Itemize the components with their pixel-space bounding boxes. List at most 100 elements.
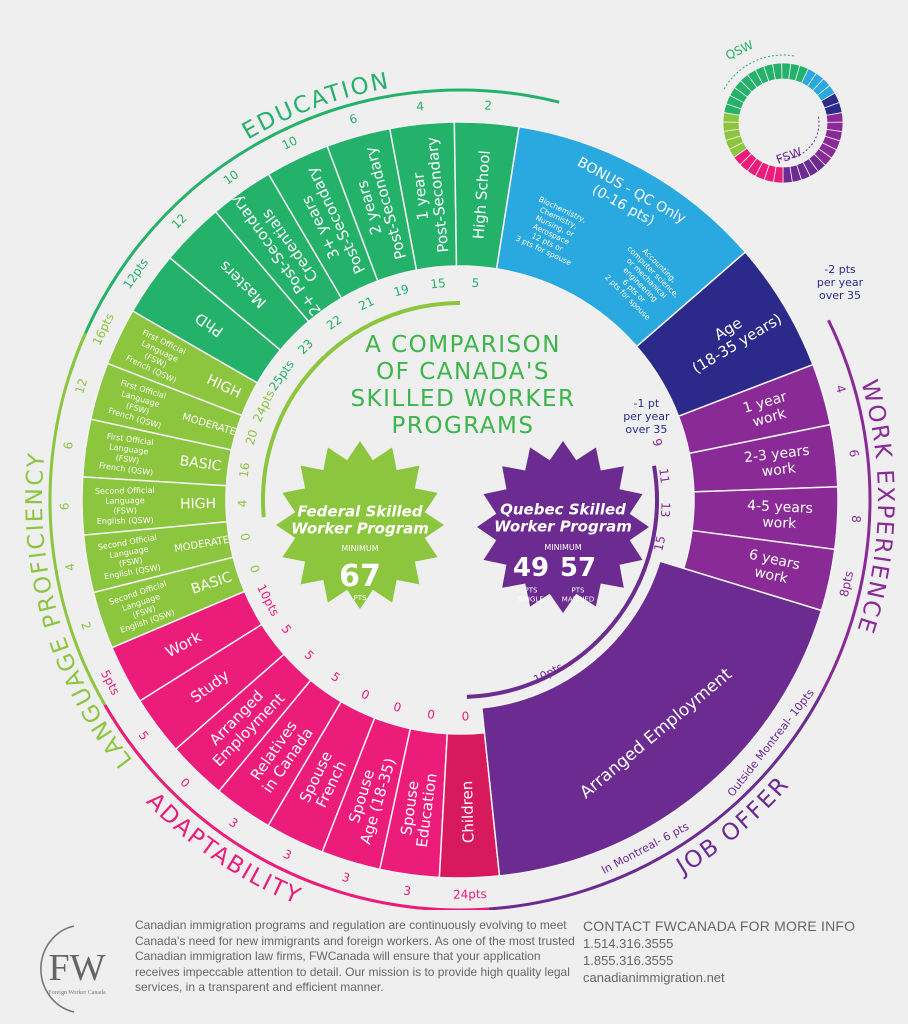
page-title-line: OF CANADA'S [376,359,550,385]
qsw-married-points-line: 57 [560,553,596,583]
mini-qsw-label: QSW [723,38,755,63]
work-label-line: work [762,515,797,533]
education-outer-points: 12pts [120,256,151,292]
phone-2[interactable]: 1.855.316.3555 [583,953,674,968]
language-description: Second OfficialLanguage(FSW)English (QSW… [95,485,155,525]
adaptability-inner-points: 10pts [254,582,282,618]
age-outer-note-line: per year [817,276,864,289]
fsw-points-unit-line: PTS [354,594,367,602]
fsw-inner-arc [261,301,461,518]
work-outer-points: 6 [846,449,861,458]
adaptability-segment [217,679,343,827]
adaptability-inner-points: 0 [461,709,469,723]
language-description-line: (FSW) [115,453,140,465]
work-inner-points: 11 [656,467,672,484]
adaptability-outer-points: 5pts [98,668,123,698]
qsw-inner-arc [466,465,659,699]
language-outer-points: 6 [61,441,76,450]
language-segment [81,476,228,536]
footer-description: Canadian immigration programs and regula… [135,918,575,994]
language-segment [92,556,246,649]
fsw-badge [276,441,444,609]
adaptability-segment [138,623,286,751]
job_offer-outer-arc [488,691,824,910]
fsw-arrow-arc [776,116,820,160]
language-description-line: (FSW) [118,555,143,568]
qsw-married-label-line: MARRIED [562,596,594,604]
language-outer-points: 4 [63,562,78,572]
work-outer-points: 8pts [837,570,856,599]
qsw-single-label-line: SINGLE [518,596,544,604]
job-offer-inner-points: 10pts [532,660,566,686]
age-segment [635,250,814,418]
education-inner-points: 5 [471,276,480,291]
qsw-arrow-arc [723,54,795,90]
adaptability-segment [438,731,501,879]
adaptability-outer-points: 0 [177,775,192,790]
adaptability-segment [174,653,312,793]
language-inner-points: 0 [238,532,253,542]
adaptability-outer-points: 5 [136,728,152,742]
work-inner-points: 9 [650,437,666,448]
education-inner-points: 21 [356,294,376,313]
qsw-badge-name: Quebec Skilled Worker Program [494,500,632,535]
language-description-line: Language [105,496,145,506]
adaptability-inner-points: 5 [301,648,316,663]
language-outer-points: 6 [57,502,71,510]
education-outer-points: 2 [484,98,493,113]
age-inner-note-line: per year [623,410,670,423]
adaptability-label: Children [458,780,478,843]
adaptability-label-line: Children [458,780,478,843]
qsw-single-points: 49 [513,553,549,583]
language-level: HIGH [180,496,216,513]
adaptability-segment [267,700,376,853]
adaptability-segment [378,727,449,879]
adaptability-segment [321,716,412,871]
website-link[interactable]: canadianimmigration.net [583,970,725,985]
phone-1[interactable]: 1.514.316.3555 [583,936,674,951]
language-level-line: BASIC [179,453,223,475]
qsw-badge [477,441,649,613]
qsw-married-points: 57 [560,553,596,583]
language-segment [82,520,235,594]
language-inner-points: 16 [237,462,253,479]
adaptability-outer-points: 24pts [453,887,487,902]
fw-logo: FW Foreign Worker Canada [40,925,106,1013]
adaptability-inner-points: 0 [392,699,403,715]
page-title-line: PROGRAMS [391,413,534,439]
qsw-married-label: PTS MARRIED [562,587,594,604]
language-segment [106,309,259,417]
education-label-line: 1 year [409,171,432,221]
work-outer-arc [820,319,872,694]
fsw-badge-name: Federal Skilled Worker Program [291,502,429,537]
qsw-single-points-line: 49 [513,553,549,583]
language-inner-points: 20 [243,428,261,447]
age-outer-note: -2 pts per year over 35 [817,263,864,302]
fsw-minimum-label-line: MINIMUM [341,544,378,553]
fsw-points-unit: PTS [354,594,367,602]
adaptability-outer-arc [103,704,489,910]
language-outer-points: 2 [78,620,94,632]
language-inner-points: 0 [247,563,263,575]
page-title-line: A COMPARISON [365,332,561,358]
bonus-left-note: Biochemistry,Chemistry,Nursing, orAerosp… [514,193,592,268]
work-label: 4-5 yearswork [746,498,813,533]
job-offer-segment [481,560,823,877]
work-inner-points: 15 [651,534,668,552]
logo-name: Foreign Worker Canada [48,990,106,996]
page-title-line: SKILLED WORKER [350,386,575,412]
age-inner-note-line: -1 pt [633,397,659,410]
work-label: 2-3 yearswork [743,443,812,483]
adaptability-inner-points: 0 [426,707,435,722]
education-outer-points: 10 [280,133,300,152]
adaptability-inner-points: 0 [359,687,372,703]
education-outer-arc [68,88,560,374]
adaptability-outer-points: 3 [340,870,351,886]
work-label-line: work [761,460,797,480]
qsw-minimum-label: MINIMUM [544,543,581,552]
work-label-line: work [753,564,790,587]
education-inner-points: 22 [324,312,345,332]
